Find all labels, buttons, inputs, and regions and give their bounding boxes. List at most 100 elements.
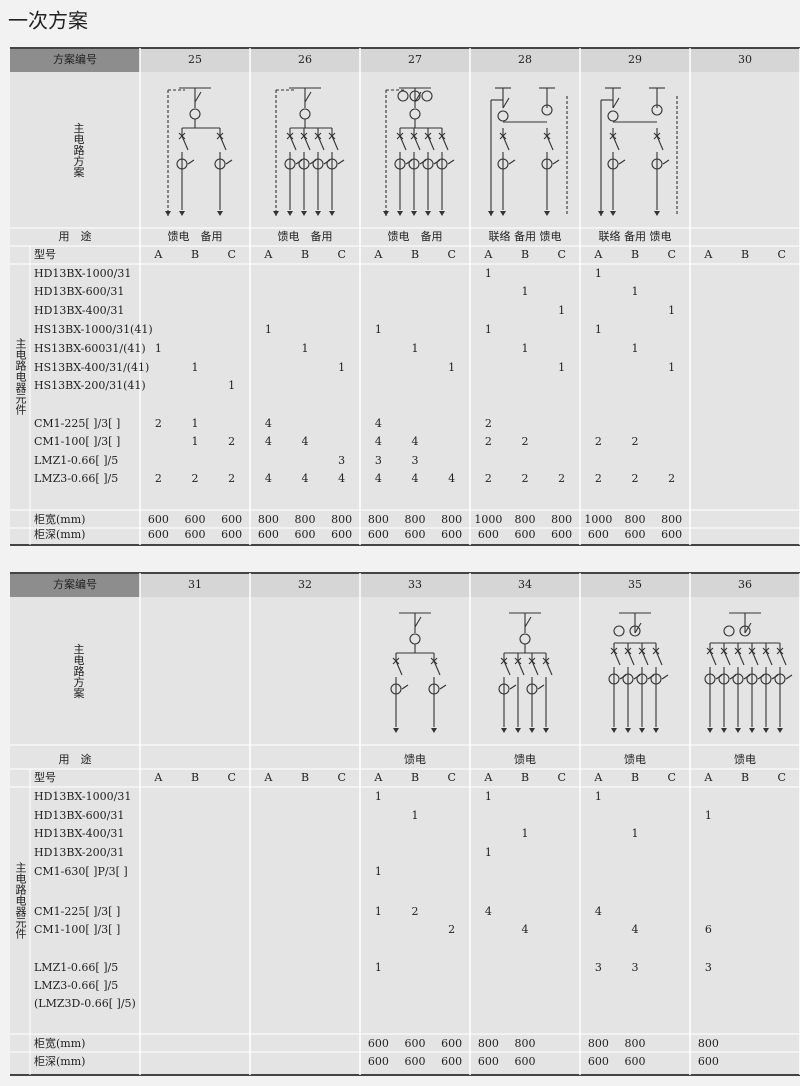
- circuit-arrow: [431, 728, 437, 733]
- scheme-number: 28: [518, 53, 532, 66]
- circuit-symbol: [732, 673, 744, 685]
- cell-value: 4: [302, 435, 309, 448]
- circuit-line: [187, 159, 195, 165]
- row-label: HS13BX-1000/31(41): [34, 323, 153, 336]
- usage: 馈电 备用: [168, 229, 223, 243]
- circuit-symbol: [760, 673, 772, 685]
- cell-value: 2: [155, 472, 162, 485]
- cell-value: 2: [448, 923, 455, 936]
- row-label: HD13BX-600/31: [34, 285, 124, 298]
- circuit-arrow: [735, 728, 741, 733]
- group-label: 主电路电器元件: [14, 862, 27, 940]
- cell-value: 800: [551, 513, 572, 526]
- cell-value: 4: [375, 417, 382, 430]
- cell-value: 2: [595, 435, 602, 448]
- cell-value: 600: [588, 528, 609, 541]
- circuit-line: [225, 159, 233, 165]
- circuit-line: [502, 135, 510, 151]
- cell-value: 1: [375, 323, 382, 336]
- cell-value: 2: [522, 472, 529, 485]
- subcolumn: A: [483, 248, 493, 261]
- cell-value: 1: [412, 342, 419, 355]
- circuit-arrow: [315, 211, 321, 216]
- row-label: CM1-100[ ]/3[ ]: [34, 435, 120, 448]
- header-label: 方案编号: [53, 52, 97, 66]
- cell-value: 1: [632, 342, 639, 355]
- scheme-number: 29: [628, 53, 642, 66]
- circuit-arrow: [610, 211, 616, 216]
- cell-value: 1: [192, 361, 199, 374]
- cell-value: 600: [258, 528, 279, 541]
- row-label: HD13BX-1000/31: [34, 267, 131, 280]
- circuit-symbol: [498, 683, 510, 695]
- row-label: (LMZ3D-0.66[ ]/5): [34, 997, 136, 1010]
- cell-value: 800: [625, 1037, 646, 1050]
- circuit-symbol: [651, 158, 663, 170]
- table-background: [10, 573, 800, 1075]
- circuit-symbol: [622, 673, 634, 685]
- cell-value: 800: [441, 513, 462, 526]
- cell-value: 600: [185, 513, 206, 526]
- circuit-arrow: [411, 211, 417, 216]
- circuit-arrow: [179, 211, 185, 216]
- row-label: CM1-225[ ]/3[ ]: [34, 905, 120, 918]
- cell-value: 800: [331, 513, 352, 526]
- circuit-symbol: [541, 158, 553, 170]
- cell-value: 600: [698, 1055, 719, 1068]
- cell-value: 6: [705, 923, 712, 936]
- scheme-number: 34: [518, 578, 532, 591]
- scheme-number: 31: [188, 578, 202, 591]
- circuit-symbol: [739, 625, 751, 637]
- cell-value: 600: [221, 528, 242, 541]
- circuit-arrow: [639, 728, 645, 733]
- circuit-line: [427, 135, 435, 151]
- circuit-line: [413, 135, 421, 151]
- cell-value: 1: [155, 342, 162, 355]
- cell-value: 600: [295, 528, 316, 541]
- row-label: CM1-225[ ]/3[ ]: [34, 417, 120, 430]
- subcolumn: B: [411, 248, 419, 261]
- row-label: HS13BX-60031/(41): [34, 342, 146, 355]
- cell-value: 4: [485, 905, 492, 918]
- cell-value: 4: [265, 435, 272, 448]
- circuit-symbol: [284, 158, 296, 170]
- scheme-number: 26: [298, 53, 312, 66]
- cell-value: 1: [375, 905, 382, 918]
- cell-value: 800: [515, 513, 536, 526]
- circuit-symbol: [397, 90, 409, 102]
- circuit-line: [303, 135, 311, 151]
- cell-value: 1: [558, 361, 565, 374]
- circuit-diagram: [165, 87, 233, 216]
- circuit-symbol: [526, 683, 538, 695]
- cell-value: 2: [228, 435, 235, 448]
- cell-value: 1: [375, 961, 382, 974]
- cell-value: 1: [595, 790, 602, 803]
- cell-value: 800: [698, 1037, 719, 1050]
- circuit-line: [661, 674, 669, 680]
- circuit-line: [656, 135, 664, 151]
- circuit-arrow: [707, 728, 713, 733]
- cell-value: 4: [302, 472, 309, 485]
- cell-value: 4: [522, 923, 529, 936]
- circuit-symbol: [497, 158, 509, 170]
- circuit-diagram: [498, 612, 553, 733]
- subcolumn: A: [373, 248, 383, 261]
- cell-value: 1: [595, 323, 602, 336]
- circuit-symbol: [704, 673, 716, 685]
- circuit-line: [509, 684, 517, 690]
- cell-value: 1: [375, 865, 382, 878]
- subcolumn: B: [741, 248, 749, 261]
- cell-value: 600: [478, 528, 499, 541]
- subcolumn: A: [153, 771, 163, 784]
- circuit-line: [641, 650, 649, 666]
- circuit-diagram: [383, 87, 455, 216]
- circuit-line: [289, 135, 297, 151]
- circuit-arrow: [393, 728, 399, 733]
- cell-value: 1: [485, 323, 492, 336]
- circuit-line: [508, 159, 516, 165]
- cell-value: 4: [632, 923, 639, 936]
- circuit-line: [546, 135, 554, 151]
- circuit-arrow: [383, 211, 389, 216]
- circuit-symbol: [428, 683, 440, 695]
- cell-value: 800: [588, 1037, 609, 1050]
